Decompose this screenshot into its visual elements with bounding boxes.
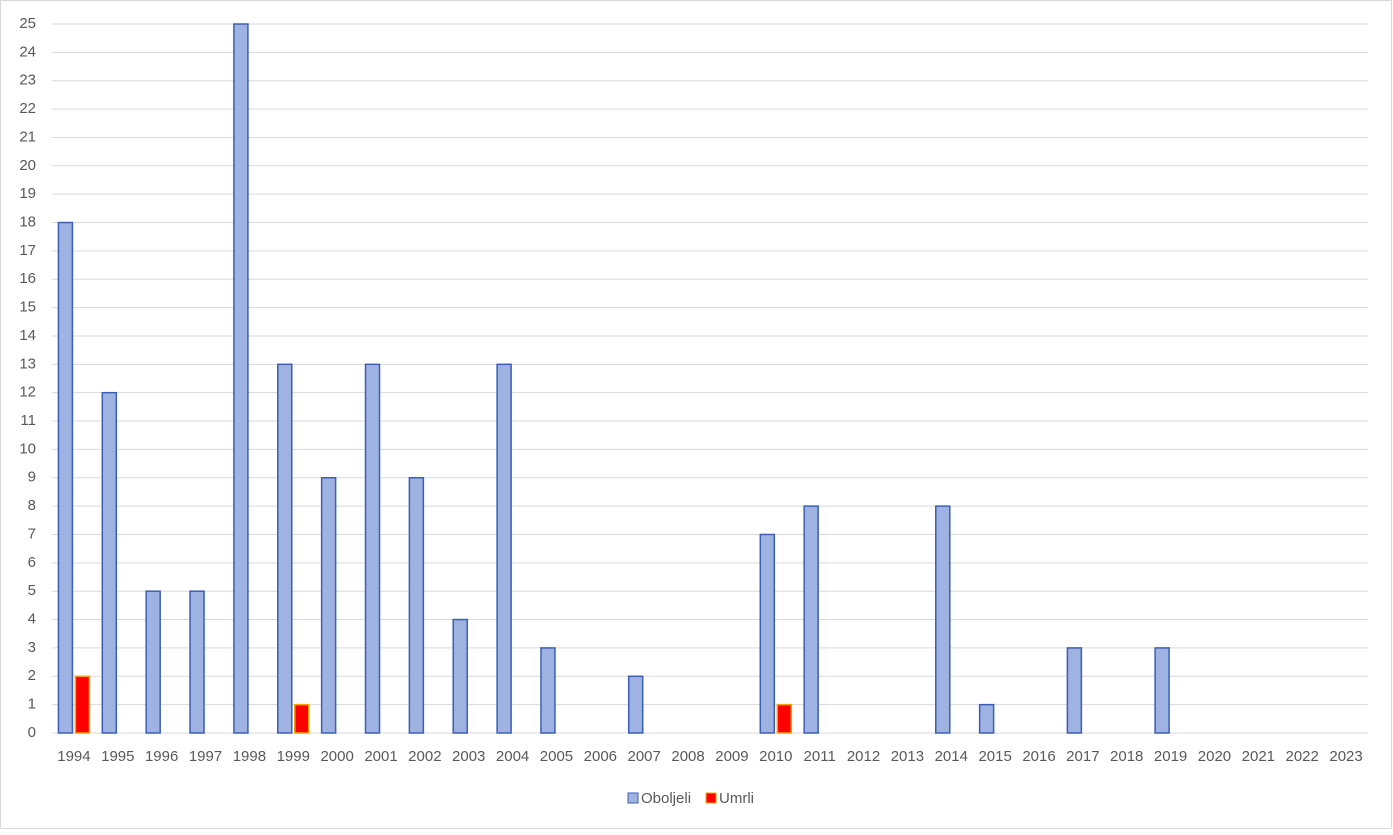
x-tick-label: 1995: [101, 748, 134, 765]
bar: [233, 23, 249, 734]
x-tick-label: 1999: [277, 748, 310, 765]
bar: [294, 703, 310, 734]
y-tick-label: 3: [28, 639, 36, 656]
bar: [627, 675, 644, 734]
legend-swatch: [627, 792, 639, 804]
bar: [277, 363, 293, 734]
x-tick-label: 2001: [364, 748, 397, 765]
x-tick-label: 2019: [1154, 748, 1187, 765]
y-tick-label: 16: [19, 270, 36, 287]
bar: [776, 703, 793, 734]
bar: [540, 647, 556, 734]
y-tick-label: 10: [19, 440, 36, 457]
x-tick-label: 2009: [715, 748, 748, 765]
y-tick-label: 1: [28, 696, 36, 713]
x-tick-label: 2016: [1022, 748, 1055, 765]
bar: [1154, 647, 1170, 734]
x-tick-label: 2015: [978, 748, 1011, 765]
x-tick-label: 2014: [935, 748, 968, 765]
bar: [803, 505, 819, 734]
y-tick-label: 18: [19, 213, 36, 230]
x-tick-label: 2011: [804, 748, 836, 765]
bar: [74, 675, 91, 734]
y-tick-label: 15: [19, 299, 36, 316]
bar: [496, 363, 512, 734]
x-tick-label: 1997: [189, 748, 222, 765]
legend-label: Oboljeli: [641, 790, 691, 807]
x-tick-label: 1996: [145, 748, 178, 765]
bar: [978, 703, 995, 734]
y-tick-label: 7: [28, 525, 36, 542]
y-tick-label: 12: [19, 384, 36, 401]
x-tick-label: 2005: [540, 748, 573, 765]
y-tick-label: 5: [28, 582, 36, 599]
bar: [364, 363, 381, 734]
x-tick-label: 2018: [1110, 748, 1143, 765]
x-tick-label: 2004: [496, 748, 529, 765]
bar: [189, 590, 205, 734]
bar: [452, 618, 468, 734]
x-tick-label: 2013: [891, 748, 924, 765]
y-tick-label: 9: [28, 469, 36, 486]
y-tick-label: 4: [28, 611, 36, 628]
bar: [1066, 647, 1083, 734]
y-tick-label: 2: [28, 667, 36, 684]
bar: [320, 477, 337, 734]
legend-label: Umrli: [719, 790, 754, 807]
bar: [408, 477, 425, 734]
y-tick-label: 14: [19, 327, 36, 344]
y-tick-label: 0: [28, 724, 36, 741]
bar: [57, 221, 74, 734]
y-tick-label: 23: [19, 72, 36, 89]
x-tick-label: 2020: [1198, 748, 1231, 765]
x-tick-label: 2003: [452, 748, 485, 765]
x-tick-label: 2012: [847, 748, 880, 765]
y-tick-label: 25: [19, 15, 36, 32]
y-tick-label: 20: [19, 157, 36, 174]
x-tick-label: 2021: [1242, 748, 1275, 765]
bar: [759, 533, 776, 734]
y-tick-label: 17: [19, 242, 36, 259]
x-tick-label: 1994: [57, 748, 90, 765]
bar: [101, 391, 118, 734]
y-tick-label: 22: [19, 100, 36, 117]
x-tick-label: 2010: [759, 748, 792, 765]
x-tick-label: 2006: [584, 748, 617, 765]
x-tick-label: 2022: [1286, 748, 1319, 765]
x-tick-label: 2017: [1066, 748, 1099, 765]
x-tick-label: 2023: [1329, 748, 1362, 765]
x-tick-label: 2008: [671, 748, 704, 765]
y-tick-label: 6: [28, 554, 36, 571]
y-tick-label: 11: [20, 412, 36, 429]
y-tick-label: 13: [19, 355, 36, 372]
y-tick-label: 21: [19, 128, 36, 145]
bar: [935, 505, 951, 734]
y-tick-label: 19: [19, 185, 36, 202]
x-tick-label: 1998: [233, 748, 266, 765]
x-tick-label: 2002: [408, 748, 441, 765]
bar: [145, 590, 161, 734]
y-tick-label: 8: [28, 497, 36, 514]
x-tick-label: 2007: [628, 748, 661, 765]
x-tick-label: 2000: [320, 748, 353, 765]
y-tick-label: 24: [19, 43, 36, 60]
legend-swatch: [705, 792, 717, 804]
